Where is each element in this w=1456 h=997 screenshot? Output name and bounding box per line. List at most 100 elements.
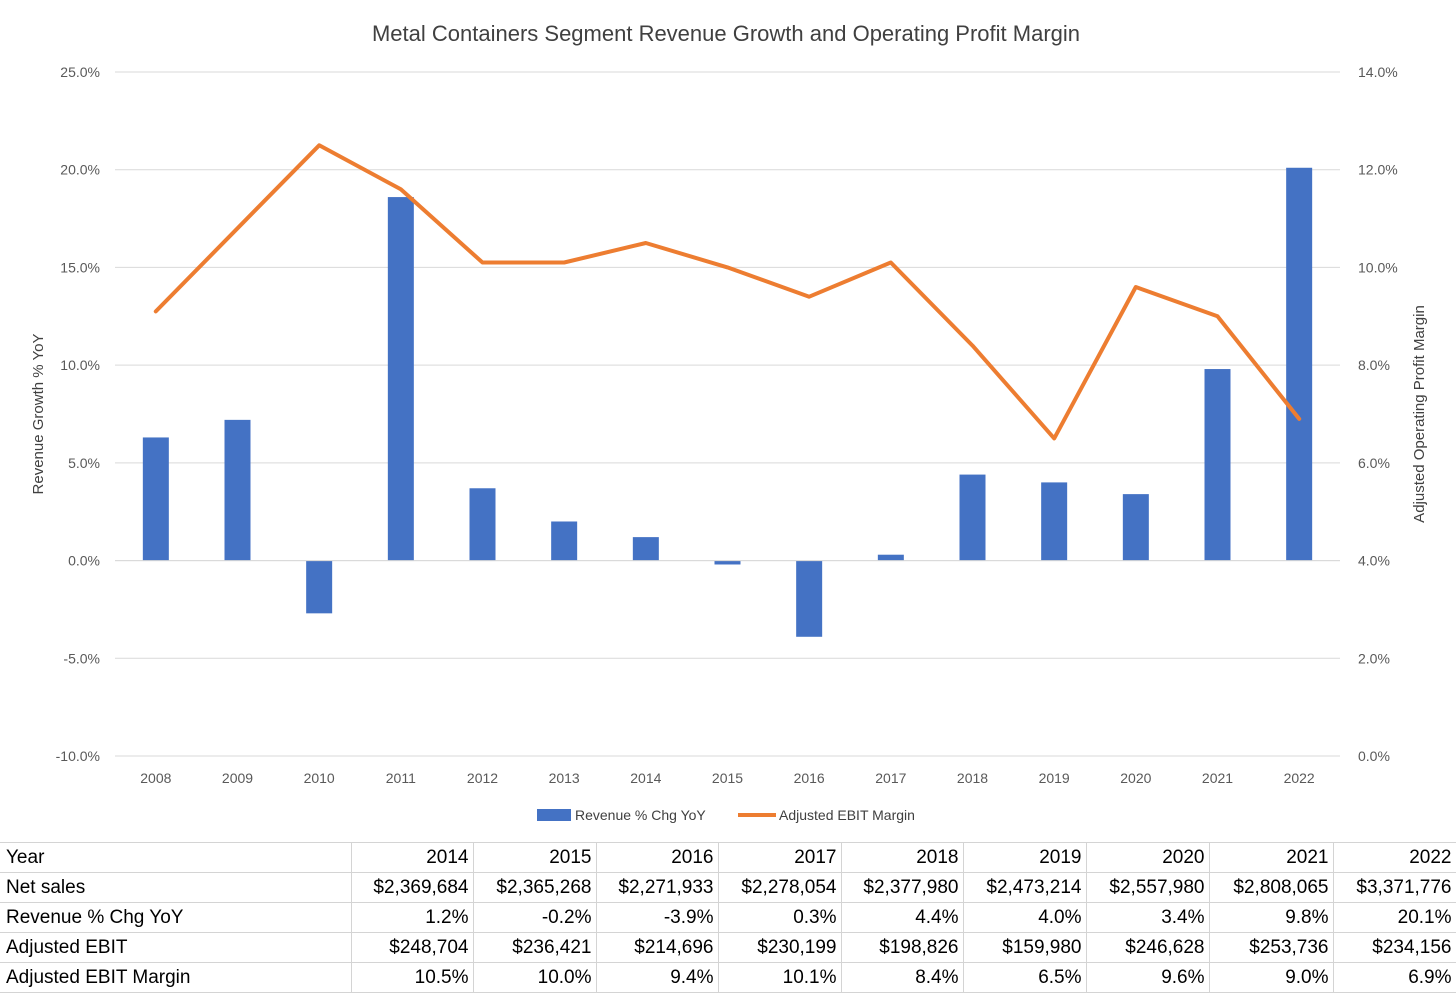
bar	[551, 521, 578, 561]
table-cell: $159,980	[963, 932, 1087, 963]
legend-bar-label: Revenue % Chg YoY	[575, 807, 706, 823]
table-cell: $2,369,684	[351, 872, 474, 903]
bar	[224, 419, 251, 561]
gridlines	[115, 71, 1340, 757]
table-cell: $2,557,980	[1086, 872, 1210, 903]
table-cell: 3.4%	[1086, 902, 1210, 933]
y2-tick-label: 0.0%	[1358, 748, 1390, 764]
bar	[877, 554, 904, 561]
y-tick-label: -10.0%	[56, 748, 100, 764]
table-cell: -0.2%	[473, 902, 597, 933]
table-row-label: Year	[0, 842, 352, 873]
table-cell: $2,278,054	[718, 872, 842, 903]
table-cell: $230,199	[718, 932, 842, 963]
chart-title: Metal Containers Segment Revenue Growth …	[372, 21, 1080, 46]
table-cell: 6.5%	[963, 962, 1087, 993]
x-tick-label: 2021	[1202, 770, 1233, 786]
bar	[469, 488, 496, 561]
table-year-header: 2016	[596, 842, 719, 873]
table-cell: 10.0%	[473, 962, 597, 993]
chart-area: Metal Containers Segment Revenue Growth …	[30, 21, 1428, 823]
x-tick-label: 2011	[386, 770, 416, 786]
table-cell: 1.2%	[351, 902, 474, 933]
x-tick-label: 2009	[222, 770, 253, 786]
y-tick-label: 5.0%	[68, 455, 100, 471]
legend-line-label: Adjusted EBIT Margin	[779, 807, 915, 823]
table-cell: $246,628	[1086, 932, 1210, 963]
x-axis-ticks: 2008 2009 2010 2011 2012 2013 2014 2015 2016 2017…	[140, 770, 1315, 786]
x-tick-label: 2022	[1284, 770, 1315, 786]
bar	[387, 197, 414, 561]
table-row: Adjusted EBIT Margin 10.5% 10.0% 9.4% 10.1% 8…	[0, 962, 1456, 993]
bar	[1041, 482, 1068, 561]
table-cell: 8.4%	[841, 962, 964, 993]
table-row: Revenue % Chg YoY 1.2% -0.2% -3.9% 0.3% 4.4% 4…	[0, 902, 1456, 933]
table-cell: 10.1%	[718, 962, 842, 993]
bar	[1122, 494, 1149, 561]
x-tick-label: 2018	[957, 770, 988, 786]
bar	[1204, 369, 1231, 561]
x-tick-label: 2008	[140, 770, 171, 786]
y-tick-label: 15.0%	[60, 259, 100, 275]
x-tick-label: 2016	[794, 770, 825, 786]
table-cell: 10.5%	[351, 962, 474, 993]
bar	[714, 560, 741, 565]
table-row-label: Revenue % Chg YoY	[0, 902, 352, 933]
table-cell: 9.6%	[1086, 962, 1210, 993]
table-year-header: 2017	[718, 842, 842, 873]
table-cell: $2,271,933	[596, 872, 719, 903]
table-cell: $2,377,980	[841, 872, 964, 903]
table-year-header: 2014	[351, 842, 474, 873]
bar	[142, 437, 169, 561]
y2-axis-label: Adjusted Operating Profit Margin	[1411, 305, 1428, 523]
margin-line	[153, 143, 1302, 441]
table-row-label: Adjusted EBIT	[0, 932, 352, 963]
table-cell: 4.4%	[841, 902, 964, 933]
bar	[306, 560, 333, 614]
combo-chart: Metal Containers Segment Revenue Growth …	[30, 21, 1428, 823]
x-tick-label: 2013	[549, 770, 580, 786]
table-cell: $2,473,214	[963, 872, 1087, 903]
line-series	[153, 143, 1302, 441]
table-year-header: 2021	[1209, 842, 1334, 873]
table-cell: $2,365,268	[473, 872, 597, 903]
x-tick-label: 2019	[1039, 770, 1070, 786]
table-year-header: 2020	[1086, 842, 1210, 873]
x-tick-label: 2014	[630, 770, 661, 786]
x-tick-label: 2015	[712, 770, 743, 786]
right-axis-ticks: 0.0% 2.0% 4.0% 6.0% 8.0% 10.0% 12.0% 14.0%	[1358, 64, 1398, 764]
table-year-header: 2015	[473, 842, 597, 873]
y-axis-label: Revenue Growth % YoY	[30, 334, 47, 495]
y2-tick-label: 8.0%	[1358, 357, 1390, 373]
table-year-header: 2018	[841, 842, 964, 873]
table-cell: 20.1%	[1333, 902, 1456, 933]
y2-tick-label: 6.0%	[1358, 455, 1390, 471]
table-cell: 9.0%	[1209, 962, 1334, 993]
y2-tick-label: 12.0%	[1358, 162, 1398, 178]
table-cell: $253,736	[1209, 932, 1334, 963]
x-tick-label: 2012	[467, 770, 498, 786]
x-tick-label: 2020	[1120, 770, 1151, 786]
y2-tick-label: 14.0%	[1358, 64, 1398, 80]
left-axis-ticks: -10.0% -5.0% 0.0% 5.0% 10.0% 15.0% 20.0% 25.0%	[56, 64, 100, 764]
table-year-header: 2019	[963, 842, 1087, 873]
table-year-header: 2022	[1333, 842, 1456, 873]
table-cell: $198,826	[841, 932, 964, 963]
x-tick-label: 2010	[304, 770, 335, 786]
table-cell: -3.9%	[596, 902, 719, 933]
table-cell: 9.4%	[596, 962, 719, 993]
table-row: Adjusted EBIT $248,704 $236,421 $214,696 $23…	[0, 932, 1456, 963]
table-cell: 6.9%	[1333, 962, 1456, 993]
table-cell: $3,371,776	[1333, 872, 1456, 903]
data-table: Year 2014 2015 2016 2017 2018 2019 2020 2021 2022…	[0, 842, 1456, 993]
table-cell: $2,808,065	[1209, 872, 1334, 903]
y-tick-label: 0.0%	[68, 553, 100, 569]
y-tick-label: 10.0%	[60, 357, 100, 373]
legend: Revenue % Chg YoY Adjusted EBIT Margin	[537, 807, 915, 823]
bar	[1286, 167, 1313, 561]
y-tick-label: 25.0%	[60, 64, 100, 80]
x-tick-label: 2017	[875, 770, 906, 786]
table-cell: 9.8%	[1209, 902, 1334, 933]
y2-tick-label: 10.0%	[1358, 259, 1398, 275]
bar	[632, 537, 659, 561]
